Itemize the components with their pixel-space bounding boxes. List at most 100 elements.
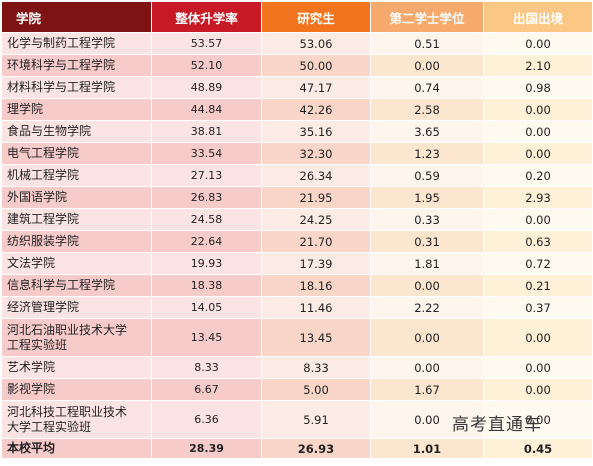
table-row: 食品与生物学院 38.81 35.16 3.65 0.00 (1, 120, 593, 143)
overall-rate: 24.58 (151, 208, 262, 231)
overall-rate: 18.38 (151, 274, 262, 297)
second-degree-rate: 2.22 (370, 296, 484, 319)
second-degree-rate: 0.33 (370, 208, 484, 231)
abroad-rate: 0.20 (483, 164, 593, 187)
overall-rate: 14.05 (151, 296, 262, 319)
postgrad-rate: 18.16 (261, 274, 371, 297)
abroad-rate: 0.72 (483, 252, 593, 275)
college-name: 电气工程学院 (1, 142, 152, 165)
postgrad-rate: 5.00 (261, 378, 371, 401)
postgrad-rate: 13.45 (261, 318, 371, 357)
table-row: 建筑工程学院 24.58 24.25 0.33 0.00 (1, 208, 593, 231)
table-row: 外国语学院 26.83 21.95 1.95 2.93 (1, 186, 593, 209)
overall-rate: 6.67 (151, 378, 262, 401)
abroad-rate: 2.10 (483, 54, 593, 77)
postgrad-rate: 8.33 (261, 356, 371, 379)
abroad-rate: 2.93 (483, 186, 593, 209)
overall-rate: 38.81 (151, 120, 262, 143)
header-postgrad: 研究生 (261, 1, 371, 33)
college-name-line1: 河北科技工程职业技术 (7, 404, 128, 419)
college-name: 河北科技工程职业技术 大学工程实验班 (1, 400, 152, 439)
abroad-rate: 0.63 (483, 230, 593, 253)
average-row: 本校平均 28.39 26.93 1.01 0.45 (1, 438, 593, 459)
overall-rate: 26.83 (151, 186, 262, 209)
abroad-rate: 0.00 (483, 208, 593, 231)
overall-rate: 52.10 (151, 54, 262, 77)
header-abroad: 出国出境 (483, 1, 593, 33)
college-name: 食品与生物学院 (1, 120, 152, 143)
postgrad-rate: 42.26 (261, 98, 371, 121)
postgrad-rate: 53.06 (261, 32, 371, 55)
second-degree-rate: 3.65 (370, 120, 484, 143)
postgrad-rate: 50.00 (261, 54, 371, 77)
overall-rate: 13.45 (151, 318, 262, 357)
table-row: 经济管理学院 14.05 11.46 2.22 0.37 (1, 296, 593, 319)
table-row: 环境科学与工程学院 52.10 50.00 0.00 2.10 (1, 54, 593, 77)
table-row: 机械工程学院 27.13 26.34 0.59 0.20 (1, 164, 593, 187)
abroad-rate: 0.00 (483, 32, 593, 55)
average-overall-rate: 28.39 (151, 438, 262, 459)
college-name: 外国语学院 (1, 186, 152, 209)
postgrad-rate: 47.17 (261, 76, 371, 99)
abroad-rate: 0.37 (483, 296, 593, 319)
header-college: 学院 (1, 1, 152, 33)
second-degree-rate: 1.95 (370, 186, 484, 209)
second-degree-rate: 0.31 (370, 230, 484, 253)
overall-rate: 44.84 (151, 98, 262, 121)
table-row: 河北石油职业技术大学 工程实验班 13.45 13.45 0.00 0.00 (1, 318, 593, 357)
college-name: 理学院 (1, 98, 152, 121)
college-name: 信息科学与工程学院 (1, 274, 152, 297)
overall-rate: 6.36 (151, 400, 262, 439)
abroad-rate: 0.21 (483, 274, 593, 297)
table-row: 文法学院 19.93 17.39 1.81 0.72 (1, 252, 593, 275)
second-degree-rate: 1.23 (370, 142, 484, 165)
postgrad-rate: 35.16 (261, 120, 371, 143)
college-name: 建筑工程学院 (1, 208, 152, 231)
abroad-rate: 0.00 (483, 318, 593, 357)
college-name: 文法学院 (1, 252, 152, 275)
table-row: 河北科技工程职业技术 大学工程实验班 6.36 5.91 0.00 0.00 (1, 400, 593, 439)
overall-rate: 8.33 (151, 356, 262, 379)
table-row: 影视学院 6.67 5.00 1.67 0.00 (1, 378, 593, 401)
second-degree-rate: 1.67 (370, 378, 484, 401)
college-name: 机械工程学院 (1, 164, 152, 187)
abroad-rate: 0.00 (483, 98, 593, 121)
second-degree-rate: 0.51 (370, 32, 484, 55)
college-name: 化学与制药工程学院 (1, 32, 152, 55)
average-postgrad-rate: 26.93 (261, 438, 371, 459)
second-degree-rate: 0.00 (370, 318, 484, 357)
abroad-rate: 0.00 (483, 356, 593, 379)
abroad-rate: 0.00 (483, 142, 593, 165)
average-second-degree-rate: 1.01 (370, 438, 484, 459)
second-degree-rate: 0.00 (370, 400, 484, 439)
college-name: 材料科学与工程学院 (1, 76, 152, 99)
college-name: 纺织服装学院 (1, 230, 152, 253)
table-row: 电气工程学院 33.54 32.30 1.23 0.00 (1, 142, 593, 165)
second-degree-rate: 0.74 (370, 76, 484, 99)
college-name: 河北石油职业技术大学 工程实验班 (1, 318, 152, 357)
college-name-line2: 大学工程实验班 (7, 419, 92, 434)
college-name: 环境科学与工程学院 (1, 54, 152, 77)
overall-rate: 33.54 (151, 142, 262, 165)
college-name: 经济管理学院 (1, 296, 152, 319)
postgrad-rate: 17.39 (261, 252, 371, 275)
postgrad-rate: 11.46 (261, 296, 371, 319)
average-abroad-rate: 0.45 (483, 438, 593, 459)
second-degree-rate: 0.00 (370, 274, 484, 297)
postgrad-rate: 5.91 (261, 400, 371, 439)
table-row: 化学与制药工程学院 53.57 53.06 0.51 0.00 (1, 32, 593, 55)
table-row: 艺术学院 8.33 8.33 0.00 0.00 (1, 356, 593, 379)
postgrad-rate: 26.34 (261, 164, 371, 187)
overall-rate: 27.13 (151, 164, 262, 187)
header-row: 学院 整体升学率 研究生 第二学士学位 出国出境 (1, 1, 593, 33)
abroad-rate: 0.00 (483, 378, 593, 401)
table-row: 信息科学与工程学院 18.38 18.16 0.00 0.21 (1, 274, 593, 297)
average-label: 本校平均 (1, 438, 152, 459)
postgrad-rate: 21.70 (261, 230, 371, 253)
postgrad-rate: 21.95 (261, 186, 371, 209)
second-degree-rate: 0.00 (370, 356, 484, 379)
postgrad-rate: 32.30 (261, 142, 371, 165)
table-row: 纺织服装学院 22.64 21.70 0.31 0.63 (1, 230, 593, 253)
overall-rate: 48.89 (151, 76, 262, 99)
